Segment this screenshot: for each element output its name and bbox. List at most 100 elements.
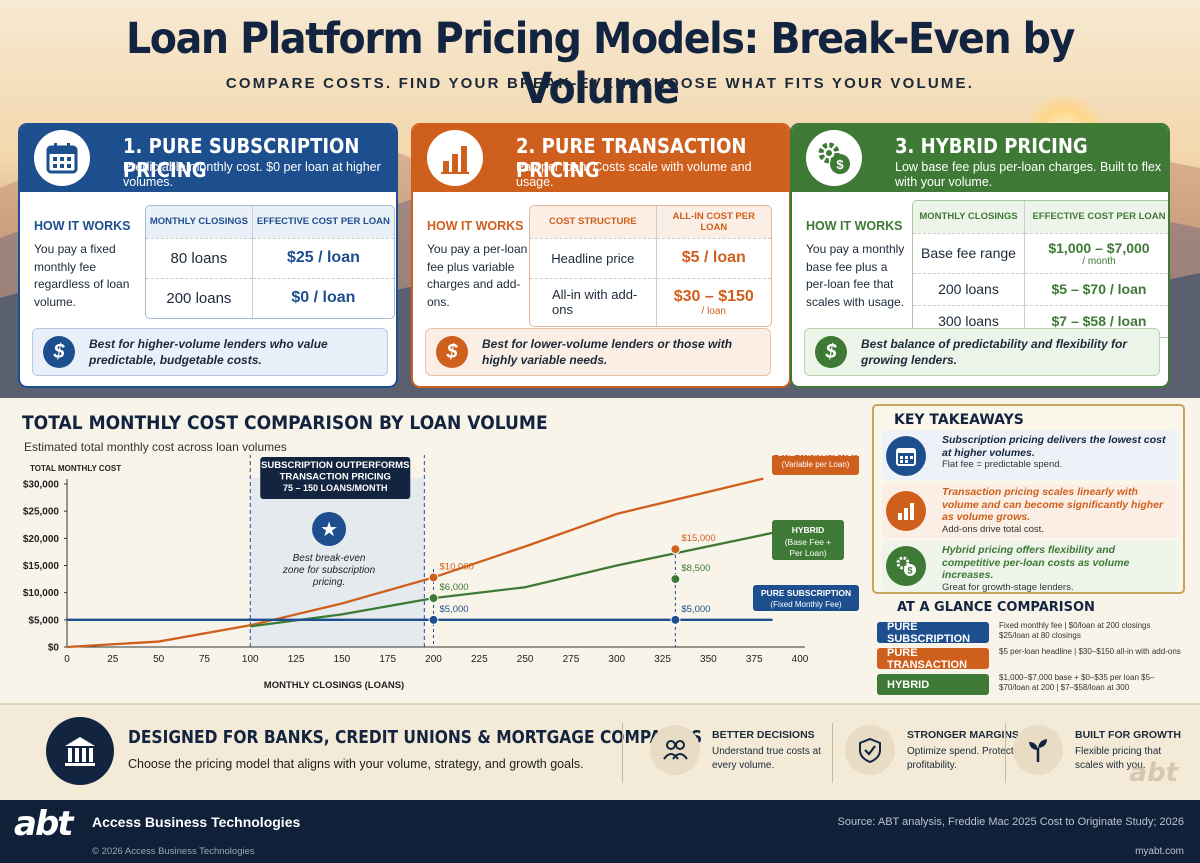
feature-title: BETTER DECISIONS xyxy=(712,729,815,741)
divider xyxy=(622,723,623,783)
y-tick-label: $20,000 xyxy=(23,534,60,545)
at-a-glance-panel: AT A GLANCE COMPARISON PURE SUBSCRIPTION… xyxy=(872,598,1185,700)
zone-label: SUBSCRIPTION OUTPERFORMS xyxy=(261,460,409,471)
pricing-table: COST STRUCTURE ALL-IN COST PER LOAN Headl… xyxy=(529,205,772,327)
glance-label: HYBRID xyxy=(877,674,989,695)
series-label: HYBRID xyxy=(792,525,825,535)
best-for-text: Best balance of predictability and flexi… xyxy=(861,337,1128,367)
data-label: $10,000 xyxy=(440,561,474,572)
series-sublabel: (Fixed Monthly Fee) xyxy=(770,600,841,609)
column-header: COST STRUCTURE xyxy=(530,206,657,238)
at-a-glance-title: AT A GLANCE COMPARISON xyxy=(897,600,1095,615)
x-tick-label: 300 xyxy=(608,654,625,665)
how-it-works-label: HOW IT WORKS xyxy=(427,219,524,233)
card-title: 1. PURE SUBSCRIPTION PRICING xyxy=(123,134,360,182)
table-cell: All-in with add-ons xyxy=(530,277,657,326)
data-label: $15,000 xyxy=(681,533,715,544)
best-for-text: Best for lower-volume lenders or those w… xyxy=(482,337,733,367)
table-row: 80 loans $25 / loan xyxy=(146,237,394,278)
bar-chart-icon xyxy=(886,491,926,531)
zone-note: pricing. xyxy=(312,577,345,588)
series-label-box xyxy=(772,520,844,560)
table-row: Headline price $5 / loan xyxy=(530,237,771,278)
data-label: $6,000 xyxy=(440,582,469,593)
y-tick-label: $15,000 xyxy=(23,561,60,572)
column-header: EFFECTIVE COST PER LOAN xyxy=(1024,201,1168,233)
bank-icon xyxy=(46,717,114,785)
dollar-icon: $ xyxy=(815,336,847,368)
subscription-card: 1. PURE SUBSCRIPTION PRICING Predictable… xyxy=(18,123,398,388)
gears-dollar-icon: $ xyxy=(886,546,926,586)
audience-banner: DESIGNED FOR BANKS, CREDIT UNIONS & MORT… xyxy=(0,703,1200,800)
table-cell: $30 – $150/ loan xyxy=(656,277,771,326)
company-name: Access Business Technologies xyxy=(92,814,301,830)
zone-label-box xyxy=(260,457,411,499)
website-link[interactable]: myabt.com xyxy=(1135,846,1184,857)
table-row: All-in with add-ons $30 – $150/ loan xyxy=(530,277,771,326)
shield-check-icon xyxy=(845,725,895,775)
how-it-works-text: You pay a fixed monthly fee regardless o… xyxy=(34,242,130,309)
x-tick-label: 50 xyxy=(153,654,165,665)
table-cell: 200 loans xyxy=(913,272,1025,305)
dollar-icon: $ xyxy=(43,336,75,368)
card-header: 2. PURE TRANSACTION PRICING Pay per loan… xyxy=(413,125,789,192)
sprout-icon xyxy=(1013,725,1063,775)
feature-title: STRONGER MARGINS xyxy=(907,729,1020,741)
y-tick-label: $0 xyxy=(48,643,60,654)
feature-title: BUILT FOR GROWTH xyxy=(1075,729,1181,741)
takeaway-text: Transaction pricing scales linearly with… xyxy=(942,486,1164,535)
table-row: 200 loans $5 – $70 / loan xyxy=(913,272,1168,305)
how-it-works-text: You pay a monthly base fee plus a per-lo… xyxy=(806,242,905,309)
y-tick-label: $10,000 xyxy=(23,588,60,599)
column-header: ALL-IN COST PER LOAN xyxy=(656,206,771,238)
x-tick-label: 125 xyxy=(288,654,305,665)
x-axis-label: MONTHLY CLOSINGS (LOANS) xyxy=(264,680,404,691)
column-header: MONTHLY CLOSINGS xyxy=(913,201,1025,233)
pricing-table: MONTHLY CLOSINGS EFFECTIVE COST PER LOAN … xyxy=(145,205,395,319)
glance-text: Fixed monthly fee | $0/loan at 200 closi… xyxy=(999,621,1151,640)
card-description: Pay per loan. Costs scale with volume an… xyxy=(516,160,752,189)
x-tick-label: 325 xyxy=(654,654,671,665)
star-badge xyxy=(312,512,347,546)
y-tick-label: $25,000 xyxy=(23,507,60,518)
divider xyxy=(832,723,833,783)
takeaway-item: Subscription pricing delivers the lowest… xyxy=(882,430,1179,480)
series-line-0 xyxy=(66,477,764,649)
data-point xyxy=(670,574,681,585)
gears-dollar-icon: $ xyxy=(806,130,862,186)
takeaway-text: Hybrid pricing offers flexibility and co… xyxy=(942,544,1130,593)
data-point xyxy=(670,614,681,625)
column-header: EFFECTIVE COST PER LOAN xyxy=(252,206,394,238)
y-axis-label: TOTAL MONTHLY COST xyxy=(30,464,121,473)
series-sublabel: Per Loan) xyxy=(789,548,826,558)
copyright: © 2026 Access Business Technologies xyxy=(92,846,255,857)
series-label-box xyxy=(753,585,859,611)
card-description: Low base fee plus per-loan charges. Buil… xyxy=(895,160,1162,189)
series-sublabel: (Variable per Loan) xyxy=(782,460,850,469)
page-title: Loan Platform Pricing Models: Break-Even… xyxy=(125,14,1075,114)
x-tick-label: 350 xyxy=(700,654,717,665)
people-icon xyxy=(650,725,700,775)
transaction-card: 2. PURE TRANSACTION PRICING Pay per loan… xyxy=(411,123,791,388)
pricing-table: MONTHLY CLOSINGS EFFECTIVE COST PER LOAN … xyxy=(912,200,1168,338)
glance-row: PURE TRANSACTION $5 per-loan headline | … xyxy=(877,647,1182,671)
takeaway-item: Transaction pricing scales linearly with… xyxy=(882,484,1179,538)
calendar-icon xyxy=(34,130,90,186)
data-point xyxy=(428,593,439,604)
page-subtitle: COMPARE COSTS. FIND YOUR BREAK-EVEN. CHO… xyxy=(225,75,975,92)
table-cell: $25 / loan xyxy=(252,237,394,278)
x-tick-label: 0 xyxy=(64,654,70,665)
x-tick-label: 150 xyxy=(334,654,351,665)
data-point xyxy=(428,614,439,625)
best-for-note: $ Best for higher-volume lenders who val… xyxy=(32,328,388,376)
table-cell: $0 / loan xyxy=(252,277,394,318)
feature-text: Optimize spend. Protect profitability. xyxy=(907,746,1014,771)
zone-label: TRANSACTION PRICING xyxy=(280,472,391,483)
divider xyxy=(1005,723,1006,783)
bar-chart-icon xyxy=(427,130,483,186)
zone-note: Best break-even xyxy=(293,553,366,564)
table-cell: 200 loans xyxy=(146,277,253,318)
data-label: $5,000 xyxy=(681,604,710,615)
table-cell: $1,000 – $7,000/ month xyxy=(1024,232,1168,273)
